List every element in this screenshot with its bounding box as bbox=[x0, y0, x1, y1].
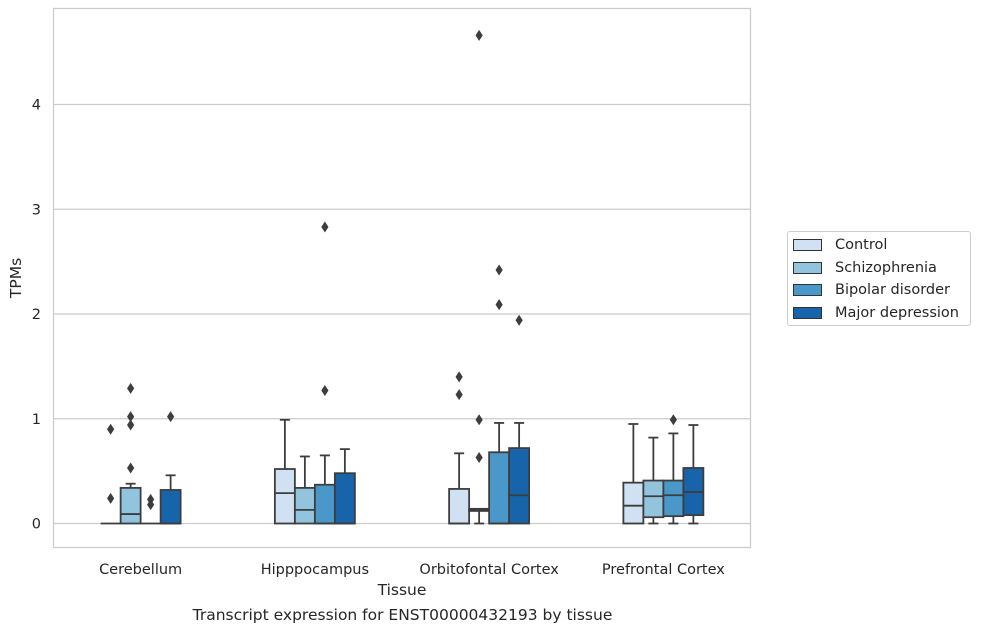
legend-swatch bbox=[793, 284, 822, 296]
x-tick-labels: Cerebellum Hipppocampus Orbitofontal Corte… bbox=[99, 562, 725, 578]
plot-frame bbox=[52, 7, 752, 549]
outlier-point bbox=[321, 384, 329, 396]
outlier-point bbox=[475, 452, 483, 464]
y-tick-label: 0 bbox=[32, 517, 41, 533]
box-2-0 bbox=[140, 493, 161, 525]
box-body bbox=[313, 483, 336, 525]
box-body bbox=[662, 479, 685, 518]
box-3-2 bbox=[508, 314, 531, 525]
box-3-3 bbox=[682, 424, 705, 525]
legend-item: Major depression bbox=[793, 303, 959, 323]
box-body bbox=[488, 451, 511, 525]
box-body bbox=[622, 481, 645, 525]
x-tick-label: Orbitofontal Cortex bbox=[419, 562, 559, 578]
y-tick-labels: 0 1 2 3 4 bbox=[32, 98, 41, 533]
y-tick-label: 3 bbox=[32, 202, 41, 218]
box-body bbox=[642, 479, 665, 519]
chart-caption: Transcript expression for ENST0000043219… bbox=[192, 606, 613, 624]
x-tick-label: Hipppocampus bbox=[261, 562, 369, 578]
box-1-2 bbox=[468, 29, 491, 525]
legend-label: Major depression bbox=[835, 304, 959, 321]
boxes bbox=[100, 29, 705, 525]
outlier-point bbox=[107, 423, 115, 435]
y-axis-label: TPMs bbox=[7, 258, 25, 299]
y-tick-label: 1 bbox=[32, 412, 41, 428]
y-tick-label: 2 bbox=[32, 307, 41, 323]
box-0-1 bbox=[273, 418, 296, 525]
box-body bbox=[159, 489, 182, 525]
outlier-point bbox=[127, 419, 135, 431]
box-3-1 bbox=[333, 448, 356, 525]
outlier-point bbox=[669, 414, 677, 426]
outlier-point bbox=[147, 499, 155, 511]
box-1-1 bbox=[293, 455, 316, 525]
legend: Control Schizophrenia Bipolar disorder Majo… bbox=[787, 231, 971, 326]
legend-item: Schizophrenia bbox=[793, 258, 937, 278]
x-tick-label: Cerebellum bbox=[99, 562, 182, 578]
outlier-point bbox=[107, 492, 115, 504]
box-body bbox=[508, 447, 531, 525]
outlier-point bbox=[455, 371, 463, 383]
box-2-2 bbox=[488, 264, 511, 525]
box-2-3 bbox=[662, 414, 685, 525]
outlier-point bbox=[167, 411, 175, 423]
outlier-point bbox=[127, 411, 135, 423]
box-0-0 bbox=[100, 423, 121, 525]
legend-item: Control bbox=[793, 235, 887, 255]
box-1-3 bbox=[642, 436, 665, 525]
box-1-0 bbox=[119, 382, 142, 525]
legend-item: Bipolar disorder bbox=[793, 280, 950, 300]
legend-label: Control bbox=[835, 237, 888, 253]
outlier-point bbox=[127, 382, 135, 394]
outlier-point bbox=[455, 389, 463, 401]
outlier-point bbox=[475, 29, 483, 41]
box-0-3 bbox=[622, 423, 645, 525]
box-body bbox=[119, 486, 142, 525]
box-3-0 bbox=[159, 411, 182, 525]
outlier-point bbox=[475, 414, 483, 426]
gridlines bbox=[53, 103, 751, 525]
outlier-point bbox=[495, 299, 503, 311]
x-axis-label: Tissue bbox=[377, 581, 427, 599]
outlier-point bbox=[515, 314, 523, 326]
outlier-point bbox=[127, 462, 135, 474]
legend-swatch bbox=[793, 306, 822, 319]
legend-swatch bbox=[793, 261, 822, 274]
box-body bbox=[293, 486, 316, 525]
y-tick-label: 4 bbox=[32, 98, 41, 114]
box-body bbox=[273, 468, 296, 525]
outlier-point bbox=[321, 221, 329, 233]
legend-swatch bbox=[793, 239, 822, 251]
legend-label: Schizophrenia bbox=[835, 259, 937, 276]
box-0-2 bbox=[448, 371, 471, 525]
box-2-1 bbox=[313, 221, 336, 525]
x-tick-label: Prefrontal Cortex bbox=[602, 562, 725, 578]
box-body bbox=[448, 488, 471, 525]
legend-label: Bipolar disorder bbox=[835, 282, 950, 298]
box-body bbox=[333, 472, 356, 525]
outlier-point bbox=[495, 264, 503, 276]
